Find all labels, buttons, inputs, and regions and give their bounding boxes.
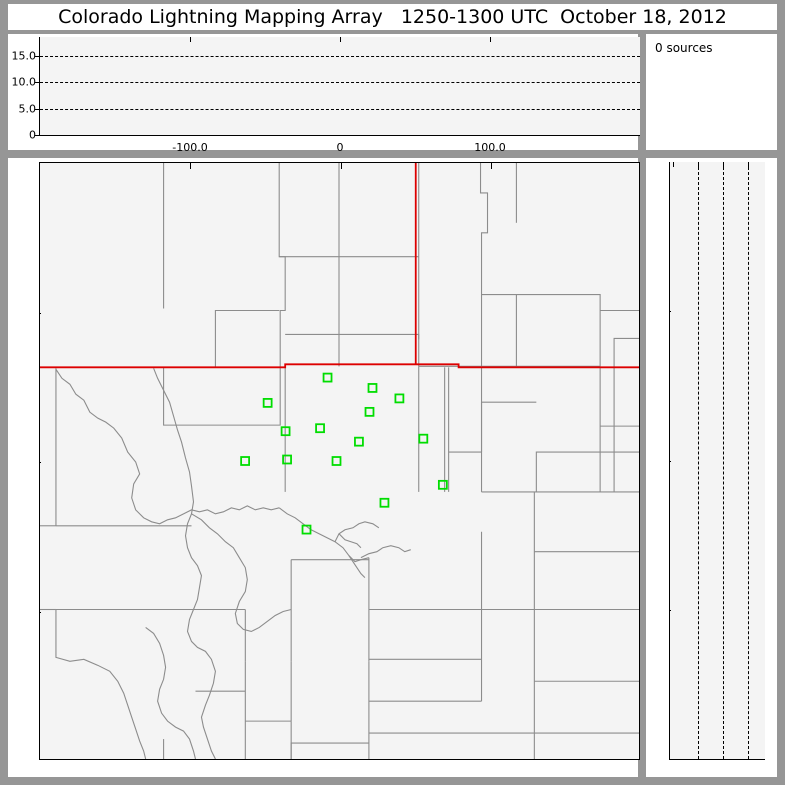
gridline-horizontal <box>40 82 640 84</box>
lma-station-marker <box>437 479 448 490</box>
y-tick-mark <box>35 108 41 110</box>
title-bar: Colorado Lightning Mapping Array 1250-13… <box>8 4 777 30</box>
lma-station-marker <box>364 406 375 417</box>
y-tick-label: 5.0 <box>18 102 37 115</box>
y-tick-mark <box>670 460 671 462</box>
state-borders <box>40 163 639 369</box>
gridline-vertical <box>722 162 724 759</box>
gridline-vertical <box>697 162 699 759</box>
map-geometry-svg <box>40 163 639 759</box>
lma-station-marker <box>282 454 292 465</box>
lma-station-marker <box>379 497 390 508</box>
county-borders <box>40 163 639 759</box>
x-tick-mark <box>490 37 491 42</box>
y-tick-mark <box>670 311 671 313</box>
x-tick-mark <box>490 163 492 169</box>
x-tick-mark <box>747 162 749 167</box>
y-tick-mark <box>35 55 41 57</box>
x-tick-mark <box>190 163 192 169</box>
y-tick-mark <box>40 462 41 463</box>
page-title: Colorado Lightning Mapping Array 1250-13… <box>58 6 727 28</box>
source-count-label: 0 sources <box>655 41 713 55</box>
lma-station-marker <box>280 426 291 437</box>
y-tick-label: 10.0 <box>11 75 37 89</box>
x-tick-label: 100.0 <box>474 141 506 154</box>
y-tick-mark <box>40 611 41 613</box>
lma-station-marker <box>367 383 378 393</box>
lma-station-marker <box>418 433 429 444</box>
x-tick-mark <box>672 162 674 167</box>
gridline-horizontal <box>40 108 640 110</box>
lma-station-marker <box>354 436 364 447</box>
lma-station-marker <box>322 372 333 383</box>
y-tick-mark <box>35 82 41 84</box>
lma-station-marker <box>315 423 325 434</box>
y-tick-mark <box>670 609 671 611</box>
time-altitude-plot[interactable]: 0 5.0 10.0 15.0 -100.0 0 100.0 <box>12 37 640 154</box>
x-tick-mark <box>340 37 341 42</box>
lma-station-marker <box>301 524 312 535</box>
x-tick-mark <box>340 163 342 169</box>
y-tick-mark <box>35 135 41 136</box>
lma-station-marker <box>331 456 342 466</box>
x-tick-label: -100.0 <box>172 141 208 154</box>
source-marker-group <box>240 372 448 535</box>
gridline-vertical <box>747 162 749 759</box>
x-tick-mark <box>697 162 699 167</box>
lma-station-marker <box>262 398 273 408</box>
x-tick-mark <box>722 162 724 167</box>
time-altitude-panel: 0 5.0 10.0 15.0 -100.0 0 100.0 <box>8 34 640 154</box>
gridline-horizontal <box>40 55 640 57</box>
source-count-panel: 0 sources <box>646 34 777 150</box>
y-tick-label: 15.0 <box>11 49 37 63</box>
lma-station-marker <box>240 456 250 466</box>
x-tick-mark <box>190 37 191 42</box>
y-tick-label: 0 <box>29 128 36 142</box>
lma-station-marker <box>394 393 405 404</box>
x-tick-label: 0 <box>336 141 344 154</box>
y-tick-mark <box>40 312 41 314</box>
